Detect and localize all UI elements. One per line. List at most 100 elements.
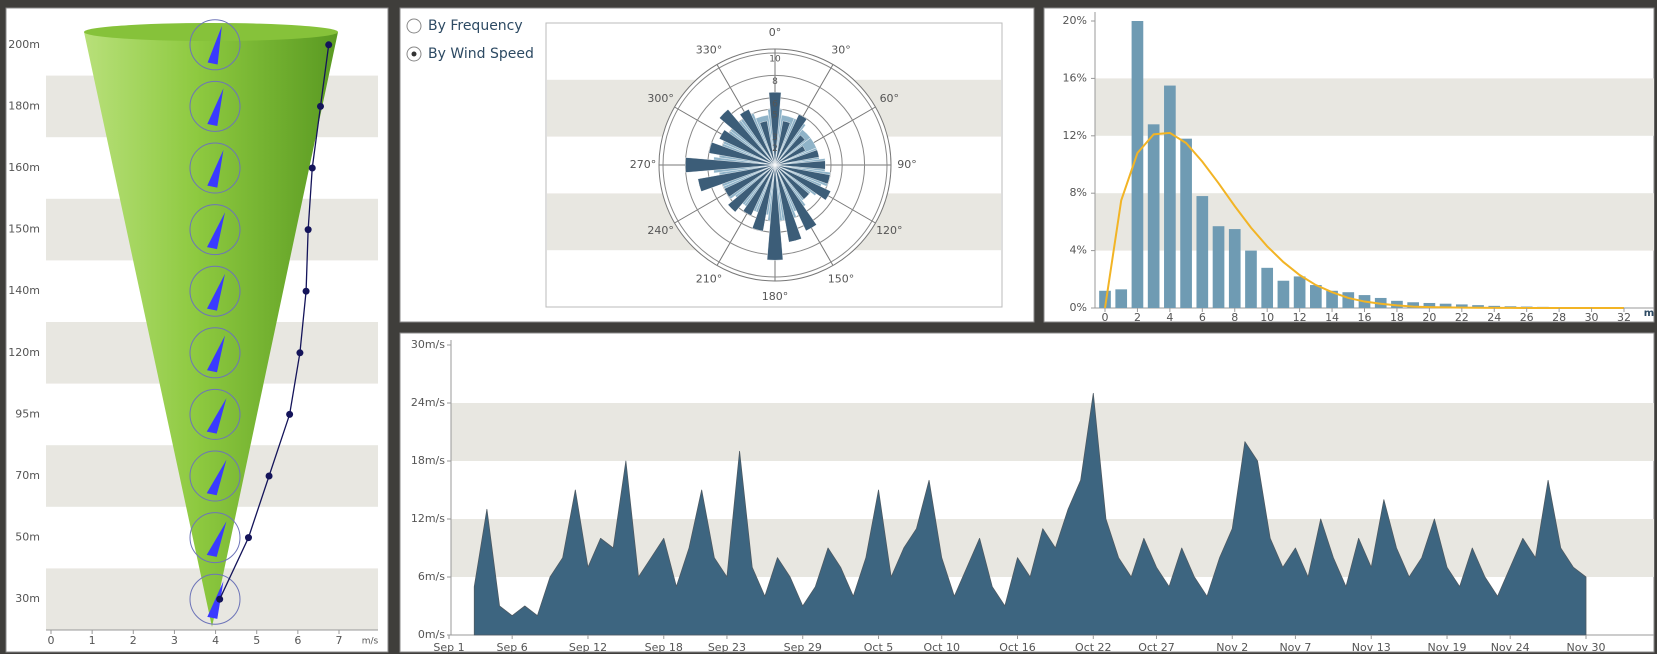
radio-selected-dot[interactable] (411, 51, 417, 57)
direction-arrow (206, 521, 227, 557)
radio-option[interactable]: By Wind Speed (406, 46, 534, 62)
profile-point (265, 472, 273, 480)
rose-sector (724, 164, 776, 198)
y-tick-label: 12m/s (411, 512, 445, 525)
direction-ring (189, 573, 241, 625)
rose-sector (718, 129, 776, 166)
y-tick-label: 150m (8, 223, 40, 236)
rose-sector (685, 157, 776, 173)
x-tick-label: Sep 1 (433, 641, 464, 654)
x-tick-label: 4 (1166, 311, 1173, 324)
r-tick-label: 5 (772, 111, 778, 121)
radio-label[interactable]: By Wind Speed (428, 46, 534, 62)
rose-sector (774, 120, 791, 166)
bar (1245, 250, 1257, 308)
direction-arrow (206, 459, 227, 496)
x-tick-label: 2 (130, 634, 137, 647)
rose-sector (768, 92, 782, 166)
y-tick-label: 6m/s (418, 570, 445, 583)
rose-sector (774, 145, 806, 166)
bar (1277, 280, 1290, 308)
rose-sector (766, 164, 784, 261)
y-tick-label: 50m (15, 531, 40, 544)
x-tick-label: Nov 24 (1491, 641, 1530, 654)
direction-arrow (207, 212, 225, 250)
angle-label: 60° (880, 92, 900, 105)
x-tick-label: 18 (1390, 311, 1404, 324)
angle-label: 0° (769, 26, 782, 39)
y-tick-label: 0m/s (418, 628, 445, 641)
bar (1212, 226, 1225, 308)
bar (1342, 292, 1355, 308)
profile-point (244, 534, 252, 542)
direction-ring (189, 388, 241, 440)
direction-arrow (207, 581, 224, 619)
r-tick-label: 8 (772, 77, 778, 87)
x-tick-label: Sep 12 (569, 641, 607, 654)
direction-ring (189, 327, 241, 379)
angle-label: 180° (762, 290, 789, 303)
direction-arrow (207, 88, 224, 127)
y-tick-label: 18m/s (411, 454, 445, 467)
bar (1326, 290, 1338, 308)
x-tick-label: 4 (212, 634, 219, 647)
x-tick-label: 30 (1585, 311, 1599, 324)
x-tick-label: 14 (1325, 311, 1339, 324)
x-tick-label: 24 (1487, 311, 1501, 324)
rose-sector (751, 164, 776, 232)
profile-point (308, 164, 316, 172)
bar (1228, 229, 1241, 308)
x-tick-label: 7 (336, 634, 343, 647)
rose-sector (774, 114, 808, 166)
bar (1131, 21, 1144, 308)
y-tick-label: 4% (1070, 244, 1087, 257)
bar (1310, 285, 1322, 308)
x-tick-label: 5 (253, 634, 260, 647)
angle-label: 210° (696, 272, 723, 285)
rose-sector (697, 164, 776, 192)
profile-point (316, 102, 324, 110)
y-tick-label: 120m (8, 346, 40, 359)
x-tick-label: 8 (1231, 311, 1238, 324)
bar (1147, 124, 1160, 308)
radio-option[interactable]: By Frequency (406, 18, 523, 34)
direction-ring (189, 80, 241, 132)
angle-label: 150° (828, 272, 855, 285)
bar (1472, 305, 1484, 308)
y-tick-label: 200m (8, 38, 40, 51)
x-tick-label: Nov 2 (1216, 641, 1248, 654)
rose-sector (774, 164, 802, 243)
x-tick-label: 16 (1358, 311, 1372, 324)
x-axis-label: m (1644, 308, 1654, 319)
x-tick-label: Oct 27 (1138, 641, 1175, 654)
x-tick-label: 32 (1617, 311, 1631, 324)
histogram-panel (1043, 7, 1655, 323)
cone-top (84, 23, 338, 41)
direction-arrow (207, 335, 225, 373)
direction-ring (189, 19, 241, 71)
angle-label: 270° (630, 158, 657, 171)
radio-label[interactable]: By Frequency (428, 18, 523, 34)
profile-line (219, 44, 330, 600)
x-tick-label: Oct 22 (1075, 641, 1112, 654)
radio-button[interactable] (406, 18, 422, 34)
direction-ring (189, 450, 241, 502)
x-tick-label: 3 (171, 634, 178, 647)
rose-sector (759, 120, 776, 166)
r-tick-label: 2 (772, 144, 778, 154)
direction-arrow (206, 398, 227, 434)
rose-sector (708, 141, 776, 166)
x-tick-label: 10 (1260, 311, 1274, 324)
profile-point (325, 41, 333, 49)
profile-point (304, 226, 312, 234)
r-tick-label: 6 (772, 99, 778, 109)
r-tick-label: 10 (769, 55, 781, 65)
profile-point (296, 349, 304, 357)
angle-label: 240° (647, 224, 674, 237)
rose-sector (742, 164, 776, 216)
grid-band (1095, 78, 1654, 136)
y-tick-label: 16% (1063, 71, 1087, 84)
direction-ring (189, 512, 241, 564)
